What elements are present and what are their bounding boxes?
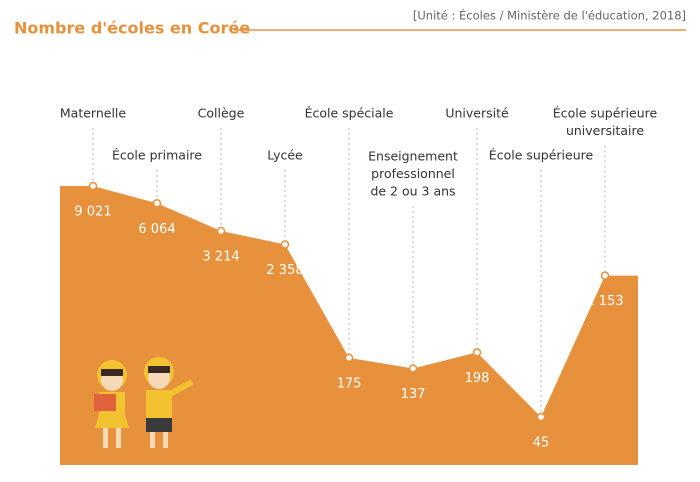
category-label: Collège xyxy=(198,106,245,121)
value-label: 6 064 xyxy=(138,222,175,237)
chart-subtitle: [Unité : Écoles / Ministère de l'éducati… xyxy=(413,8,686,23)
point xyxy=(600,271,610,280)
category-label: Maternelle xyxy=(60,106,127,121)
category-label: Lycée xyxy=(267,148,303,163)
category-label: École spéciale xyxy=(305,106,394,121)
value-label: 137 xyxy=(401,387,426,402)
value-label: 1 153 xyxy=(586,294,623,309)
value-label: 9 021 xyxy=(74,205,111,220)
area xyxy=(60,186,638,465)
chart-title: Nombre d'écoles en Corée xyxy=(14,19,250,38)
point xyxy=(536,412,546,422)
value-label: 2 358 xyxy=(266,263,303,278)
category-label: Université xyxy=(445,106,509,121)
value-label: 198 xyxy=(465,371,490,386)
point xyxy=(216,226,226,236)
point xyxy=(472,348,482,357)
value-label: 175 xyxy=(337,376,362,391)
category-label: Enseignement xyxy=(368,149,458,164)
point xyxy=(408,364,418,373)
category-label: universitaire xyxy=(566,123,644,138)
point xyxy=(152,199,162,208)
category-label: École supérieure xyxy=(553,106,658,121)
point xyxy=(88,181,98,191)
category-label: École supérieure xyxy=(489,148,594,163)
value-label: 45 xyxy=(533,436,550,451)
category-label: École primaire xyxy=(112,148,202,163)
point xyxy=(280,240,290,249)
point xyxy=(344,353,354,363)
plot: Maternelle 9 021 École primaire 6 064 Collèg… xyxy=(60,106,658,465)
category-label: professionnel xyxy=(371,166,455,181)
category-label: de 2 ou 3 ans xyxy=(370,184,455,199)
illustration xyxy=(94,357,194,448)
value-label: 3 214 xyxy=(202,249,239,264)
